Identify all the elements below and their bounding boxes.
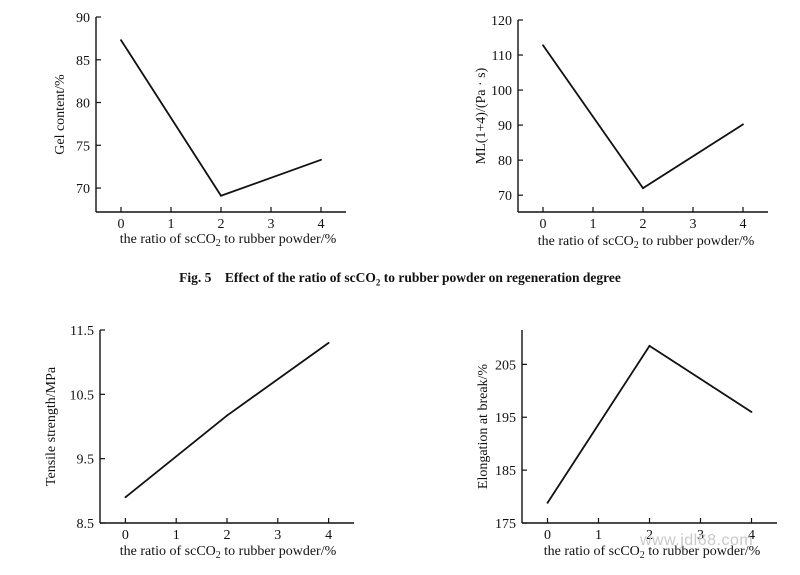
data-point (327, 341, 330, 344)
caption-subscript: 2 (375, 277, 381, 288)
y-tick-label: 70 (498, 189, 512, 204)
x-tick-label: 4 (325, 528, 332, 543)
x-tick-label: 2 (218, 217, 225, 232)
x-axis-title: the ratio of scCO2 to rubber powder/% (120, 544, 337, 561)
series-line (542, 44, 744, 190)
data-point (542, 44, 544, 47)
x-tick-label: 0 (122, 528, 129, 543)
y-axis-title: Gel content/% (53, 74, 68, 155)
y-tick-label: 205 (495, 358, 516, 373)
x-tick-label: 0 (544, 528, 551, 543)
data-point (320, 158, 322, 161)
data-point (120, 39, 122, 41)
series-line (546, 344, 752, 504)
chart-elongation-at-break: 0 1 2 3 4 175 185 195 205 the ratio of scCO2 to r… (476, 330, 777, 561)
y-tick-label: 195 (495, 411, 516, 426)
x-tick-label: 1 (590, 217, 597, 232)
y-tick-label: 90 (76, 11, 90, 26)
data-point (220, 194, 222, 197)
x-tick-label: 0 (118, 217, 125, 232)
data-point (648, 344, 651, 347)
data-point (742, 123, 744, 126)
y-tick-label: 9.5 (77, 453, 95, 468)
x-axis-title: the ratio of scCO2 to rubber powder/% (538, 234, 755, 251)
x-tick-label: 4 (748, 528, 755, 543)
x-tick-label: 1 (595, 528, 602, 543)
y-tick-label: 75 (76, 139, 90, 154)
y-tick-label: 80 (498, 154, 512, 169)
x-tick-label: 0 (540, 217, 547, 232)
y-tick-label: 80 (76, 97, 90, 112)
x-tick-label: 3 (697, 528, 704, 543)
chart-mooney-viscosity: 0 1 2 3 4 70 80 90 100 110 120 the ratio of scCO2 t… (474, 14, 768, 251)
data-point (642, 187, 644, 190)
y-tick-label: 70 (76, 182, 90, 197)
figure-caption: Fig. 5 Effect of the ratio of scCO2 to r… (0, 270, 800, 288)
x-tick-label: 2 (646, 528, 653, 543)
x-tick-label: 3 (274, 528, 281, 543)
data-point (226, 414, 228, 417)
x-tick-label: 2 (640, 217, 647, 232)
caption-text: Effect of the ratio of scCO (224, 270, 376, 285)
watermark-text: www.jdl68.com (640, 532, 754, 549)
data-point (750, 411, 753, 413)
y-tick-label: 11.5 (70, 324, 94, 339)
y-tick-label: 10.5 (70, 388, 95, 403)
y-tick-label: 8.5 (77, 517, 95, 532)
chart-tensile-strength: 0 1 2 3 4 8.5 9.5 10.5 11.5 the ratio of scCO2 to… (44, 324, 354, 561)
series-line (120, 39, 322, 197)
y-axis-title: ML(1+4)/(Pa · s) (474, 67, 489, 164)
y-tick-label: 185 (495, 464, 516, 479)
y-axis-title: Tensile strength/MPa (44, 366, 59, 486)
caption-prefix: Fig. 5 (179, 270, 212, 285)
y-tick-label: 85 (76, 54, 90, 69)
x-tick-label: 2 (224, 528, 231, 543)
y-tick-label: 110 (492, 49, 512, 64)
y-tick-label: 120 (491, 14, 512, 29)
x-tick-label: 1 (168, 217, 175, 232)
caption-text-end: to rubber powder on regeneration degree (380, 270, 621, 285)
chart-gel-content: 0 1 2 3 4 70 75 80 85 90 the ratio of scCO2 to rub… (53, 11, 346, 249)
y-axis-title: Elongation at break/% (476, 364, 491, 490)
x-axis-title: the ratio of scCO2 to rubber powder/% (544, 544, 761, 561)
data-point (546, 502, 549, 504)
x-axis-title: the ratio of scCO2 to rubber powder/% (120, 232, 337, 249)
x-tick-label: 1 (173, 528, 180, 543)
x-tick-label: 3 (690, 217, 697, 232)
y-tick-label: 90 (498, 119, 512, 134)
y-tick-label: 175 (495, 517, 516, 532)
x-tick-label: 4 (318, 217, 325, 232)
data-point (124, 496, 127, 499)
y-tick-label: 100 (491, 84, 512, 99)
series-line (124, 342, 330, 498)
x-tick-label: 4 (740, 217, 747, 232)
x-tick-label: 3 (268, 217, 275, 232)
